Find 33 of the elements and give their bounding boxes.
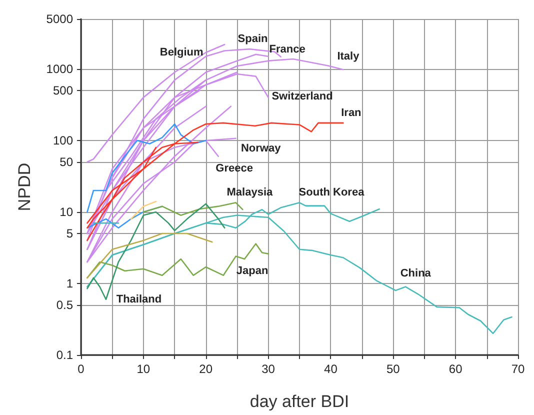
y-tick-label: 5 (66, 226, 74, 241)
series-label: China (400, 267, 432, 280)
x-tick-label: 20 (199, 362, 213, 376)
y-tick-label: 5000 (46, 12, 74, 26)
x-tick-label: 30 (262, 362, 276, 376)
series-label: Greece (216, 162, 253, 174)
series-label: France (269, 43, 306, 56)
x-tick-label: 0 (78, 362, 85, 376)
x-tick-label: 40 (324, 362, 338, 376)
y-tick-label: 10 (60, 204, 74, 219)
y-tick-label: 1 (66, 276, 74, 290)
x-axis-title: day after BDI (250, 392, 350, 411)
y-tick-label: 0.1 (56, 348, 74, 362)
y-tick-label: 100 (52, 133, 74, 148)
series-label: Norway (240, 142, 282, 154)
series-label: Japan (236, 264, 268, 277)
y-tick-label: 50 (60, 155, 74, 170)
series-label: Iran (341, 106, 362, 119)
series-label: Spain (238, 32, 268, 45)
series-label: Italy (337, 50, 360, 63)
y-axis-title: NPDD (15, 162, 34, 212)
series-label: Thailand (116, 293, 162, 306)
y-tick-label: 0.5 (56, 298, 74, 312)
y-tick-label: 1000 (46, 62, 74, 76)
x-tick-label: 50 (386, 362, 400, 376)
x-tick-label: 10 (136, 362, 150, 376)
series-label: Switzerland (272, 90, 333, 102)
series-label: Belgium (160, 46, 204, 58)
series-label: Malaysia (226, 186, 274, 199)
x-tick-label: 70 (511, 362, 525, 376)
y-tick-label: 500 (52, 84, 74, 98)
series-label: South Korea (298, 186, 366, 199)
x-tick-label: 60 (448, 362, 463, 376)
